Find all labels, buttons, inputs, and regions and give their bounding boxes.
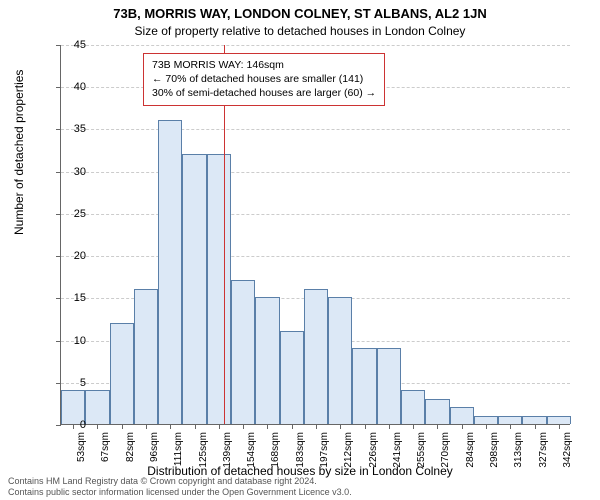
xtick-mark — [389, 424, 390, 429]
xtick-label: 342sqm — [562, 432, 573, 468]
ytick-label: 35 — [74, 123, 86, 135]
ytick-mark — [56, 87, 61, 88]
xtick-label: 125sqm — [198, 432, 209, 468]
xtick-label: 183sqm — [295, 432, 306, 468]
xtick-label: 168sqm — [270, 432, 281, 468]
histogram-bar — [304, 289, 328, 424]
grid-line — [61, 172, 570, 173]
ytick-mark — [56, 45, 61, 46]
ytick-mark — [56, 298, 61, 299]
xtick-mark — [365, 424, 366, 429]
histogram-bar — [280, 331, 304, 424]
xtick-mark — [267, 424, 268, 429]
histogram-bar — [450, 407, 474, 424]
xtick-label: 197sqm — [319, 432, 330, 468]
histogram-bar — [352, 348, 376, 424]
xtick-label: 212sqm — [343, 432, 354, 468]
xtick-label: 270sqm — [440, 432, 451, 468]
histogram-bar — [498, 416, 522, 424]
histogram-bar — [401, 390, 425, 424]
xtick-mark — [170, 424, 171, 429]
xtick-label: 96sqm — [149, 432, 160, 462]
ytick-label: 45 — [74, 39, 86, 51]
xtick-label: 67sqm — [100, 432, 111, 462]
ytick-mark — [56, 129, 61, 130]
ytick-label: 30 — [74, 166, 86, 178]
ytick-mark — [56, 256, 61, 257]
grid-line — [61, 214, 570, 215]
annotation-line: 30% of semi-detached houses are larger (… — [152, 86, 376, 100]
histogram-bar — [134, 289, 158, 424]
xtick-mark — [243, 424, 244, 429]
histogram-bar — [182, 154, 206, 424]
xtick-label: 139sqm — [222, 432, 233, 468]
xtick-mark — [122, 424, 123, 429]
annotation-line: ← 70% of detached houses are smaller (14… — [152, 72, 376, 86]
chart-subtitle: Size of property relative to detached ho… — [0, 24, 600, 38]
annotation-box: 73B MORRIS WAY: 146sqm← 70% of detached … — [143, 53, 385, 106]
histogram-bar — [522, 416, 546, 424]
histogram-bar — [425, 399, 449, 424]
ytick-mark — [56, 341, 61, 342]
xtick-label: 327sqm — [538, 432, 549, 468]
grid-line — [61, 129, 570, 130]
xtick-mark — [316, 424, 317, 429]
histogram-bar — [231, 280, 255, 424]
xtick-mark — [340, 424, 341, 429]
footer-line1: Contains HM Land Registry data © Crown c… — [8, 476, 592, 487]
xtick-mark — [97, 424, 98, 429]
xtick-mark — [195, 424, 196, 429]
ytick-label: 20 — [74, 250, 86, 262]
xtick-mark — [559, 424, 560, 429]
xtick-label: 284sqm — [465, 432, 476, 468]
histogram-bar — [328, 297, 352, 424]
ytick-label: 0 — [80, 419, 86, 431]
xtick-mark — [486, 424, 487, 429]
xtick-mark — [437, 424, 438, 429]
xtick-label: 226sqm — [368, 432, 379, 468]
ytick-mark — [56, 172, 61, 173]
xtick-label: 298sqm — [489, 432, 500, 468]
footer-attribution: Contains HM Land Registry data © Crown c… — [8, 476, 592, 498]
ytick-mark — [56, 383, 61, 384]
histogram-bar — [158, 120, 182, 424]
xtick-label: 82sqm — [125, 432, 136, 462]
histogram-bar — [110, 323, 134, 424]
footer-line2: Contains public sector information licen… — [8, 487, 592, 498]
grid-line — [61, 45, 570, 46]
xtick-label: 111sqm — [173, 432, 184, 466]
histogram-bar — [474, 416, 498, 424]
histogram-bar — [547, 416, 571, 424]
ytick-label: 15 — [74, 292, 86, 304]
xtick-label: 53sqm — [76, 432, 87, 462]
xtick-label: 154sqm — [246, 432, 257, 468]
ytick-label: 40 — [74, 81, 86, 93]
xtick-label: 255sqm — [416, 432, 427, 468]
annotation-line: 73B MORRIS WAY: 146sqm — [152, 58, 376, 72]
histogram-bar — [207, 154, 231, 424]
xtick-mark — [292, 424, 293, 429]
xtick-label: 241sqm — [392, 432, 403, 468]
ytick-label: 10 — [74, 335, 86, 347]
xtick-mark — [146, 424, 147, 429]
histogram-bar — [85, 390, 109, 424]
ytick-label: 25 — [74, 208, 86, 220]
xtick-mark — [73, 424, 74, 429]
xtick-label: 313sqm — [513, 432, 524, 468]
plot-region: 73B MORRIS WAY: 146sqm← 70% of detached … — [60, 45, 570, 425]
xtick-mark — [535, 424, 536, 429]
ytick-mark — [56, 425, 61, 426]
chart-area: 73B MORRIS WAY: 146sqm← 70% of detached … — [60, 45, 570, 425]
histogram-bar — [377, 348, 401, 424]
xtick-mark — [510, 424, 511, 429]
histogram-bar — [255, 297, 279, 424]
xtick-mark — [413, 424, 414, 429]
chart-title: 73B, MORRIS WAY, LONDON COLNEY, ST ALBAN… — [0, 6, 600, 21]
ytick-mark — [56, 214, 61, 215]
xtick-mark — [462, 424, 463, 429]
grid-line — [61, 256, 570, 257]
xtick-mark — [219, 424, 220, 429]
y-axis-label: Number of detached properties — [12, 70, 26, 235]
ytick-label: 5 — [80, 377, 86, 389]
